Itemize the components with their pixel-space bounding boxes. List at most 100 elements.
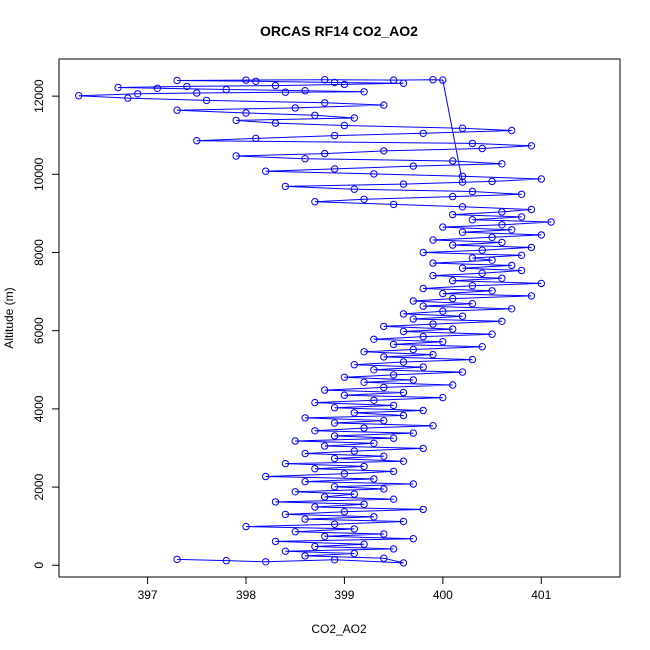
data-point <box>399 358 408 366</box>
data-point <box>350 409 358 417</box>
data-point <box>458 178 467 186</box>
x-axis: 397 398 399 400 401 <box>138 576 552 602</box>
data-point <box>242 109 250 117</box>
data-point <box>517 190 526 199</box>
data-point <box>360 378 368 386</box>
y-tick-label: 12000 <box>32 79 46 113</box>
data-point <box>134 90 142 98</box>
data-point <box>330 432 339 440</box>
data-point <box>458 203 467 211</box>
data-point <box>547 218 555 226</box>
data-point <box>419 284 427 293</box>
data-point <box>193 137 201 145</box>
data-point <box>370 396 378 404</box>
data-point <box>537 279 545 288</box>
data-point <box>350 185 358 193</box>
data-point <box>232 116 240 125</box>
data-point <box>271 498 280 506</box>
data-point <box>419 248 427 257</box>
data-point <box>409 480 417 488</box>
data-point <box>419 129 427 138</box>
data-point <box>301 552 309 560</box>
data-point <box>301 414 309 422</box>
data-point <box>399 457 408 465</box>
data-point <box>271 119 280 127</box>
data-point <box>419 444 427 453</box>
data-point <box>114 83 122 92</box>
data-point <box>409 345 417 354</box>
data-point <box>449 157 457 165</box>
x-tick-label: 399 <box>334 588 354 602</box>
data-point <box>409 535 417 543</box>
data-point <box>360 88 368 96</box>
data-point <box>399 559 408 567</box>
data-point <box>399 180 408 188</box>
data-point <box>488 287 496 295</box>
data-point <box>439 223 447 231</box>
data-point <box>409 162 417 170</box>
y-tick-label: 2000 <box>32 473 46 500</box>
data-point <box>321 99 329 107</box>
data-point <box>301 477 309 486</box>
data-point <box>478 269 486 277</box>
data-point <box>389 76 398 84</box>
data-point <box>449 294 457 303</box>
data-point <box>389 371 398 379</box>
data-point <box>439 289 447 298</box>
data-point <box>449 192 457 201</box>
data-point <box>527 243 536 252</box>
data-point <box>498 160 506 168</box>
data-point <box>350 114 358 122</box>
data-point <box>458 368 467 376</box>
series-line <box>78 79 552 564</box>
data-point <box>311 427 319 435</box>
data-point <box>498 274 506 282</box>
data-point <box>360 424 368 432</box>
data-point <box>281 459 290 468</box>
data-point <box>488 330 496 338</box>
data-point <box>468 187 477 196</box>
data-point <box>370 335 378 343</box>
data-point <box>419 332 427 341</box>
data-point <box>409 376 417 384</box>
plot-frame <box>58 58 621 578</box>
data-point <box>75 92 83 100</box>
data-point <box>508 126 516 135</box>
data-point <box>202 96 211 105</box>
data-point <box>311 542 319 551</box>
data-point <box>301 449 309 458</box>
data-point <box>468 254 477 262</box>
data-point <box>409 315 417 323</box>
data-point <box>232 152 240 160</box>
data-point <box>242 522 250 531</box>
data-point <box>262 472 270 481</box>
data-point <box>429 76 437 84</box>
data-point <box>242 76 250 84</box>
data-point <box>222 85 231 94</box>
data-point <box>488 177 496 186</box>
data-point <box>419 302 427 310</box>
data-point <box>399 310 408 318</box>
data-point <box>380 353 388 361</box>
x-axis-label: CO2_AO2 <box>311 622 367 636</box>
y-tick-label: 4000 <box>32 395 46 422</box>
data-point <box>330 454 339 463</box>
data-point <box>380 554 388 562</box>
data-point <box>350 549 358 558</box>
data-point <box>330 520 339 528</box>
data-point <box>508 226 516 234</box>
data-point <box>340 121 349 130</box>
data-point <box>183 82 191 91</box>
data-point <box>449 325 457 333</box>
data-point <box>458 312 467 320</box>
data-point <box>311 111 319 120</box>
data-point <box>271 537 280 546</box>
data-point <box>360 500 368 508</box>
data-point <box>478 343 486 351</box>
data-point <box>321 76 329 84</box>
data-point <box>399 79 408 87</box>
data-point <box>389 467 398 476</box>
data-point <box>124 94 132 102</box>
data-point <box>478 246 486 254</box>
data-point <box>517 266 526 275</box>
